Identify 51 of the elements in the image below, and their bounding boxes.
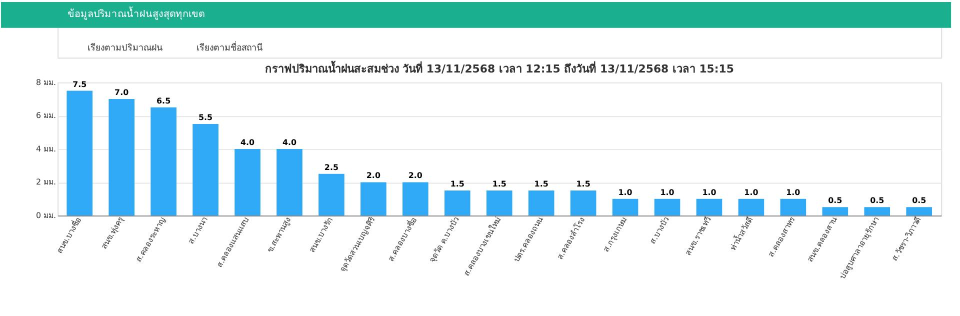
bar: [234, 148, 260, 216]
chart-title: กราฟปริมาณน้ำฝนสะสมช่วง วันที่ 13/11/2568 เวลา 12:15 ถึงวันที่ 13/11/2568 เวลา 15:15: [264, 60, 734, 76]
data-label: 1.0: [702, 188, 717, 197]
bar: [276, 148, 302, 216]
data-label: 0.5: [828, 196, 842, 206]
text: ข้อมูลปริมาณน้ำฝนสูงสุดทุกเขต: [68, 6, 205, 20]
bar: [528, 190, 554, 216]
data-label: 1.5: [534, 180, 548, 189]
data-label: 2.0: [366, 171, 381, 180]
y-tick-label: 0 มม.: [36, 210, 56, 220]
bar: [906, 207, 932, 216]
data-label: 7.0: [114, 88, 130, 98]
data-label: 4.0: [240, 138, 256, 147]
data-label: 1.0: [744, 188, 759, 197]
data-label: 4.0: [282, 138, 297, 147]
data-label: 1.0: [786, 188, 801, 197]
data-label: 1.5: [450, 180, 464, 189]
data-label: 1.0: [660, 188, 675, 197]
bar: [486, 190, 512, 216]
bar: [780, 198, 806, 216]
text: เรียงตามปริมาณฝน: [87, 42, 162, 54]
bar: [360, 182, 386, 216]
bar: [402, 182, 428, 216]
y-tick-label: 4 มม.: [36, 144, 56, 154]
data-label: 0.5: [912, 196, 926, 206]
bar: [738, 198, 764, 216]
y-tick-label: 8 มม.: [36, 78, 56, 87]
bar: [108, 99, 134, 216]
text: เรียงตามชื่อสถานี: [196, 40, 263, 54]
data-label: 2.0: [408, 171, 423, 180]
bar: [318, 174, 344, 216]
bar: [150, 107, 176, 216]
bar: [66, 90, 93, 216]
bar: [654, 198, 680, 216]
data-label: 0.5: [870, 196, 884, 206]
data-label: 7.5: [72, 80, 87, 89]
data-label: 1.0: [618, 188, 633, 197]
bar: [822, 207, 848, 216]
bar: [612, 198, 638, 216]
bar: [696, 198, 722, 216]
data-label: 1.5: [492, 180, 506, 189]
y-tick-label: 6 มม.: [36, 111, 56, 120]
data-label: 6.5: [156, 96, 171, 106]
bar: [570, 190, 596, 216]
y-tick-label: 2 มม.: [36, 178, 56, 187]
data-label: 5.5: [198, 113, 213, 122]
bar: [864, 207, 890, 216]
data-label: 2.5: [324, 162, 338, 172]
data-label: 1.5: [576, 180, 590, 189]
bar: [444, 190, 470, 216]
bar: [192, 124, 218, 216]
